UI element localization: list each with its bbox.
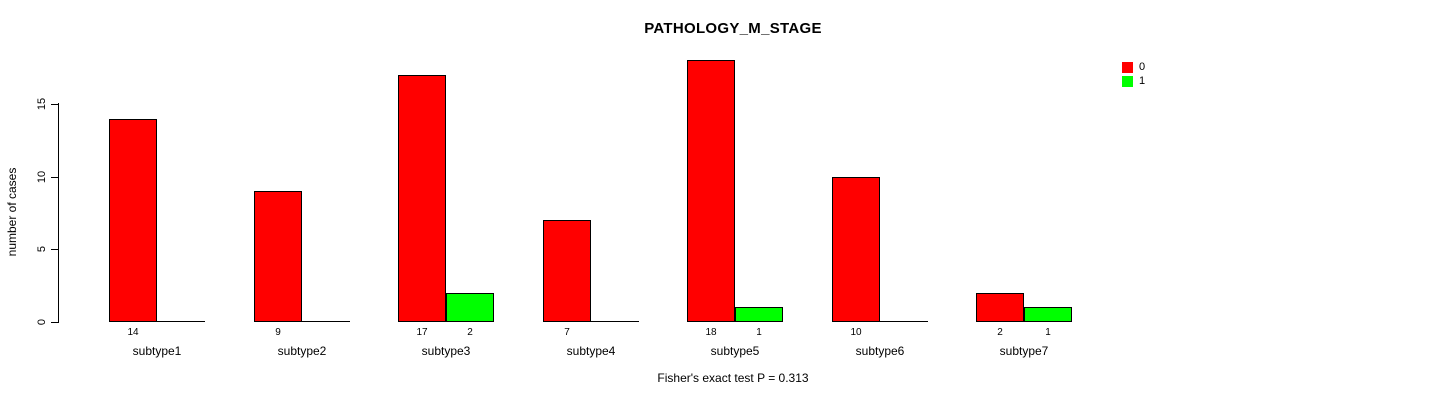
category-label: subtype7 xyxy=(999,344,1049,358)
bar-count-label: 10 xyxy=(850,327,862,338)
bar-count-label: 14 xyxy=(127,327,139,338)
y-tick-mark xyxy=(51,104,58,105)
bar-subtype7-series1 xyxy=(1024,307,1072,322)
category-label: subtype1 xyxy=(132,344,182,358)
y-tick-label: 10 xyxy=(36,170,48,184)
category-label: subtype4 xyxy=(566,344,616,358)
bar-subtype6-series0 xyxy=(832,177,880,322)
y-tick-mark xyxy=(51,177,58,178)
y-tick-mark xyxy=(51,249,58,250)
legend-swatch xyxy=(1122,62,1133,73)
category-label: subtype5 xyxy=(710,344,760,358)
y-axis-label: number of cases xyxy=(5,167,19,257)
y-axis-line xyxy=(58,103,59,323)
bar-subtype5-series1 xyxy=(735,307,783,322)
legend-label: 1 xyxy=(1139,75,1146,87)
bar-subtype1-series1 xyxy=(157,321,205,322)
bar-subtype4-series0 xyxy=(543,220,591,322)
y-tick-label: 5 xyxy=(36,245,48,253)
bar-subtype5-series0 xyxy=(687,60,735,322)
legend-label: 0 xyxy=(1139,61,1146,73)
bar-count-label: 17 xyxy=(416,327,428,338)
bar-count-label: 1 xyxy=(756,327,762,338)
legend-item: 0 xyxy=(1122,61,1145,74)
y-tick-label: 0 xyxy=(36,318,48,326)
bar-count-label: 7 xyxy=(564,327,570,338)
chart-title: PATHOLOGY_M_STAGE xyxy=(644,20,822,37)
bar-count-label: 9 xyxy=(275,327,281,338)
bar-count-label: 2 xyxy=(467,327,473,338)
bar-count-label: 2 xyxy=(997,327,1003,338)
bar-subtype1-series0 xyxy=(109,119,157,322)
legend-swatch xyxy=(1122,76,1133,87)
bar-count-label: 18 xyxy=(705,327,717,338)
bar-subtype3-series1 xyxy=(446,293,494,322)
category-label: subtype2 xyxy=(277,344,327,358)
bar-subtype3-series0 xyxy=(398,75,446,322)
stat-caption: Fisher's exact test P = 0.313 xyxy=(657,371,809,385)
legend-item: 1 xyxy=(1122,75,1145,88)
y-tick-mark xyxy=(51,322,58,323)
category-label: subtype3 xyxy=(421,344,471,358)
bar-subtype6-series1 xyxy=(880,321,928,322)
category-label: subtype6 xyxy=(855,344,905,358)
bar-count-label: 1 xyxy=(1045,327,1051,338)
bar-subtype2-series1 xyxy=(302,321,350,322)
bar-subtype4-series1 xyxy=(591,321,639,322)
y-tick-label: 15 xyxy=(36,97,48,111)
bar-subtype7-series0 xyxy=(976,293,1024,322)
bar-subtype2-series0 xyxy=(254,191,302,322)
